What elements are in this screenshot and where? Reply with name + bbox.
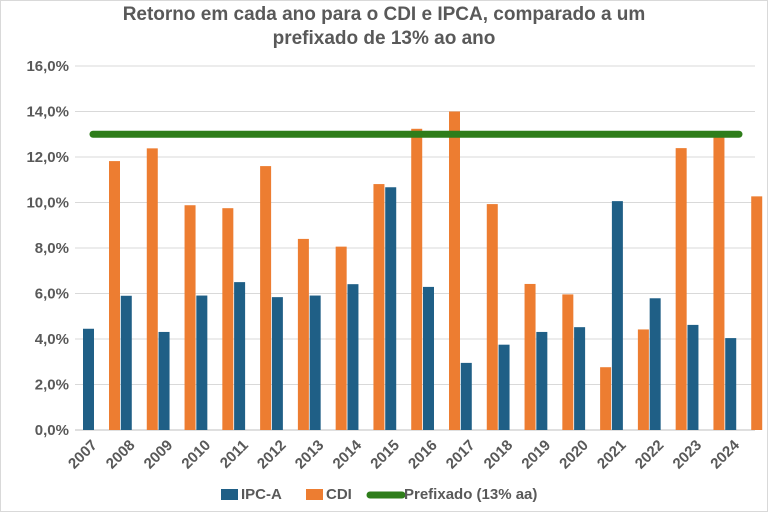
x-tick-label: 2015 — [367, 437, 403, 473]
x-tick-label: 2014 — [330, 436, 366, 472]
x-tick-label: 2020 — [556, 437, 592, 473]
x-tick-label: 2023 — [670, 437, 706, 473]
y-tick-label: 16,0% — [26, 58, 69, 75]
x-tick-label: 2024 — [707, 436, 743, 472]
bar-ipc-a — [649, 298, 661, 430]
legend-label: Prefixado (13% aa) — [404, 486, 537, 503]
chart-title-line2: prefixado de 13% ao ano — [272, 28, 496, 49]
legend-label: IPC-A — [241, 486, 282, 503]
bar-cdi — [486, 204, 498, 430]
x-tick-label: 2013 — [292, 437, 328, 473]
legend-swatch — [221, 489, 238, 500]
y-tick-label: 0,0% — [35, 422, 69, 439]
legend-swatch — [306, 489, 323, 500]
bar-cdi — [449, 111, 460, 430]
bar-cdi — [751, 196, 763, 430]
x-tick-label: 2016 — [405, 437, 441, 473]
bar-ipc-a — [536, 331, 548, 430]
y-tick-label: 10,0% — [26, 195, 69, 212]
bar-ipc-a — [347, 284, 359, 430]
x-tick-label: 2021 — [594, 437, 630, 473]
y-tick-label: 8,0% — [35, 240, 69, 257]
legend-label: CDI — [326, 486, 352, 503]
bar-cdi — [335, 246, 347, 430]
bar-ipc-a — [158, 331, 170, 430]
bar-cdi — [297, 238, 309, 430]
chart-title-line1: Retorno em cada ano para o CDI e IPCA, c… — [122, 4, 646, 25]
x-tick-label: 2012 — [254, 437, 290, 473]
chart-title: Retorno em cada ano para o CDI e IPCA, c… — [1, 3, 767, 51]
y-tick-label: 4,0% — [35, 331, 69, 348]
y-tick-label: 6,0% — [35, 286, 69, 303]
bar-cdi — [222, 208, 234, 430]
bar-cdi — [373, 184, 385, 430]
bar-cdi — [562, 294, 574, 430]
x-tick-label: 2011 — [217, 437, 252, 472]
bar-ipc-a — [385, 187, 397, 430]
bar-cdi — [675, 148, 687, 430]
bar-ipc-a — [309, 295, 321, 430]
bar-ipc-a — [423, 286, 434, 430]
y-tick-label: 14,0% — [26, 104, 69, 121]
bar-cdi — [184, 205, 196, 430]
bar-ipc-a — [498, 344, 510, 430]
bar-cdi — [524, 283, 536, 430]
x-tick-label: 2017 — [443, 437, 479, 473]
bar-ipc-a — [83, 328, 94, 430]
bar-cdi — [109, 161, 120, 430]
bar-ipc-a — [574, 327, 586, 430]
x-tick-label: 2019 — [518, 437, 554, 473]
bar-ipc-a — [725, 338, 737, 430]
bar-ipc-a — [460, 362, 472, 430]
x-tick-label: 2018 — [481, 437, 517, 473]
bar-cdi — [260, 166, 272, 430]
x-tick-label: 2009 — [141, 437, 177, 473]
bar-ipc-a — [271, 297, 283, 430]
bar-cdi — [146, 148, 158, 431]
y-tick-label: 2,0% — [35, 377, 69, 394]
y-tick-label: 12,0% — [26, 149, 69, 166]
bar-cdi — [713, 133, 725, 430]
bar-ipc-a — [611, 201, 623, 430]
x-tick-label: 2022 — [632, 437, 668, 473]
bar-ipc-a — [120, 295, 132, 430]
x-tick-label: 2007 — [65, 437, 101, 473]
bar-cdi — [637, 329, 649, 430]
bar-ipc-a — [234, 282, 246, 430]
bar-ipc-a — [196, 295, 208, 430]
bar-ipc-a — [687, 324, 699, 430]
x-tick-label: 2008 — [103, 437, 139, 473]
bar-cdi — [600, 367, 612, 430]
bar-cdi — [411, 128, 423, 430]
x-tick-label: 2010 — [178, 437, 214, 473]
